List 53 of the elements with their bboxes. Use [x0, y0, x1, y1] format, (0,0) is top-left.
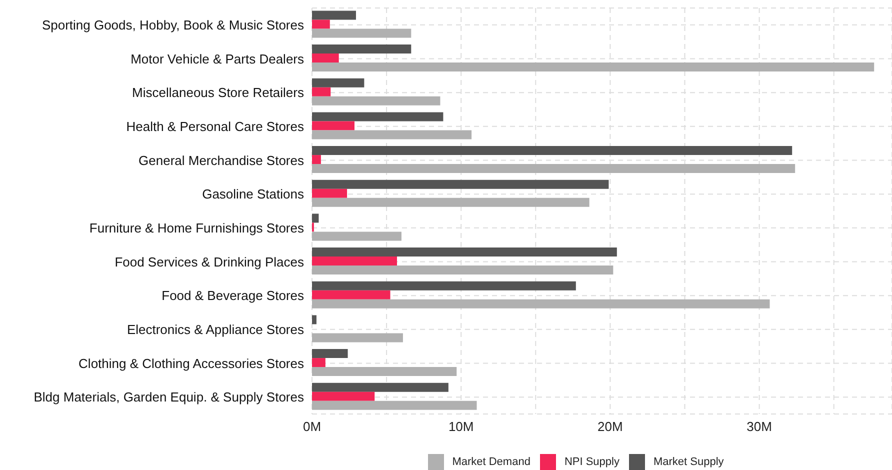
bar: [312, 130, 472, 140]
bar: [312, 62, 874, 72]
bar: [312, 20, 330, 29]
y-tick-label: Sporting Goods, Hobby, Book & Music Stores: [42, 18, 304, 33]
bar: [312, 315, 316, 324]
bar: [312, 214, 319, 223]
y-tick-label: Bldg Materials, Garden Equip. & Supply Stores: [34, 390, 304, 405]
bar: [312, 400, 477, 410]
y-tick-label: Motor Vehicle & Parts Dealers: [130, 51, 304, 66]
bar: [312, 333, 403, 342]
y-tick-label: Food Services & Drinking Places: [114, 254, 304, 270]
bar: [312, 198, 590, 207]
x-tick-label: 20M: [598, 419, 623, 434]
y-tick-label: Gasoline Stations: [202, 186, 304, 202]
bar: [312, 256, 397, 266]
bar: [312, 392, 375, 401]
y-tick-label: Electronics & Appliance Stores: [126, 322, 304, 338]
y-tick-label: Clothing & Clothing Accessories Stores: [78, 356, 304, 371]
bar: [312, 180, 609, 189]
bar: [312, 112, 444, 122]
bar: [312, 281, 576, 290]
legend-label: NPI Supply: [563, 455, 620, 470]
bar: [312, 349, 348, 358]
x-tick-label: 10M: [448, 419, 474, 434]
bar: [312, 10, 356, 20]
y-tick-label: Health & Personal Care Stores: [126, 119, 304, 134]
bar: [312, 382, 448, 392]
bar: [312, 87, 331, 96]
bar: [312, 121, 354, 130]
y-tick-label: Miscellaneous Store Retailers: [132, 85, 304, 100]
legend-label: Market Supply: [652, 455, 724, 470]
bar: [312, 164, 796, 174]
y-tick-label: General Merchandise Stores: [138, 152, 304, 168]
bar: [312, 299, 770, 308]
bar: [312, 54, 339, 63]
bar: [312, 28, 412, 38]
bar: [312, 96, 440, 106]
bar: [312, 44, 412, 54]
legend-label: Market Demand: [451, 455, 530, 470]
y-tick-label: Food & Beverage Stores: [162, 288, 304, 304]
x-tick-label: 30M: [746, 419, 772, 434]
bar: [312, 367, 457, 376]
bar: [312, 188, 348, 198]
bar: [312, 78, 364, 88]
x-tick-label: 0M: [302, 419, 322, 434]
bar: [312, 248, 617, 257]
bar: [312, 232, 402, 241]
bar: [312, 146, 792, 156]
y-tick-label: Furniture & Home Furnishings Stores: [89, 220, 304, 236]
bar: [312, 266, 614, 275]
bar: [312, 358, 326, 368]
bar: [312, 290, 390, 300]
bar: [312, 155, 321, 164]
